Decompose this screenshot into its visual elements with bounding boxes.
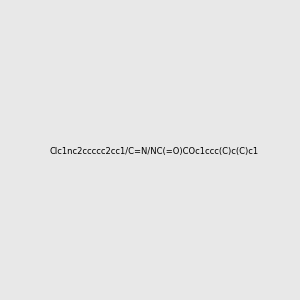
Text: Clc1nc2ccccc2cc1/C=N/NC(=O)COc1ccc(C)c(C)c1: Clc1nc2ccccc2cc1/C=N/NC(=O)COc1ccc(C)c(C…	[49, 147, 258, 156]
